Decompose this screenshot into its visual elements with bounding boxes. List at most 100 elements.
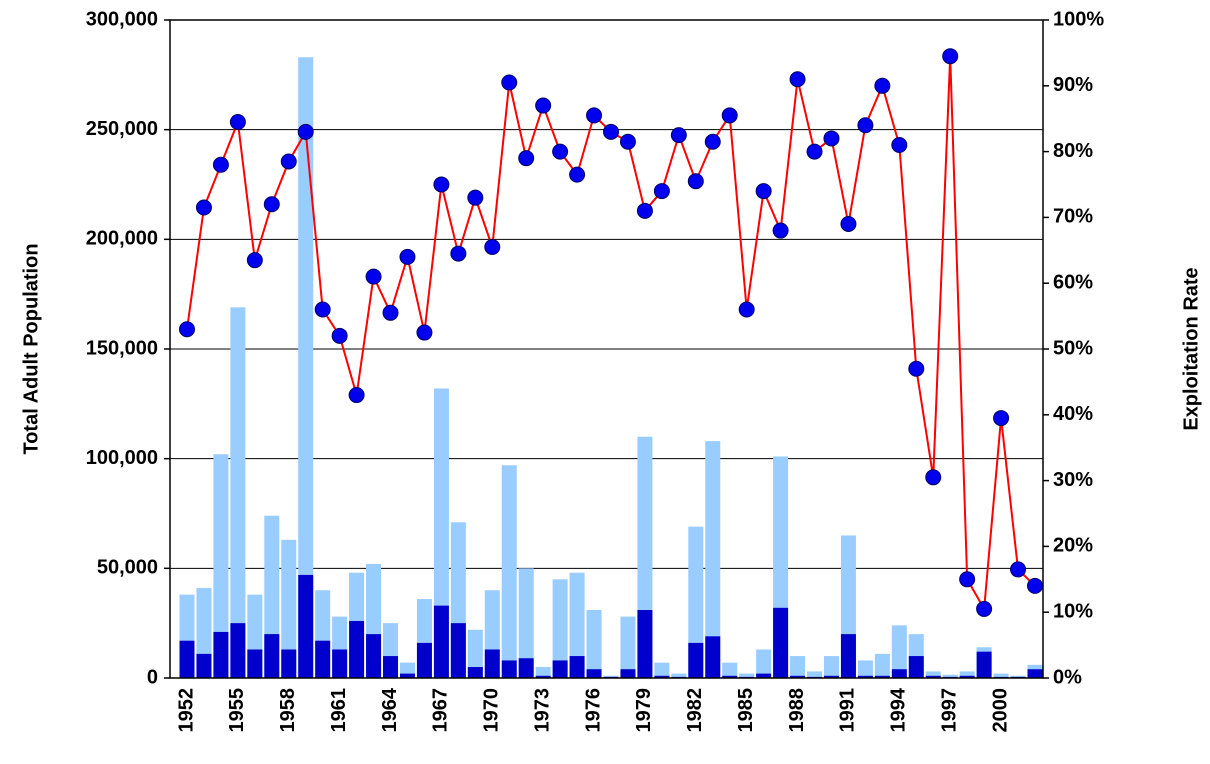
marker — [976, 600, 993, 617]
marker — [314, 301, 331, 318]
marker — [416, 324, 433, 341]
bar — [942, 674, 958, 678]
bar — [569, 572, 585, 678]
bar — [976, 651, 992, 678]
bar — [179, 640, 195, 678]
x-tick-label: 1991 — [837, 688, 859, 733]
bar — [552, 660, 568, 678]
bar — [349, 620, 365, 678]
bar — [315, 640, 331, 678]
marker — [653, 183, 670, 200]
bar — [756, 649, 772, 678]
bar — [773, 607, 789, 678]
marker — [365, 268, 382, 285]
y2-tick-label: 50% — [1053, 337, 1093, 359]
bar — [654, 675, 670, 678]
marker — [518, 150, 535, 167]
x-tick-label: 1976 — [582, 688, 604, 733]
bar — [467, 629, 483, 678]
marker — [857, 117, 874, 134]
marker — [246, 252, 263, 269]
bar — [264, 634, 280, 678]
bar — [688, 526, 704, 678]
y-tick-label: 200,000 — [86, 228, 158, 250]
bar — [230, 623, 246, 678]
bar — [688, 642, 704, 678]
bar — [332, 649, 348, 678]
bar — [790, 656, 806, 678]
y2-tick-label: 90% — [1053, 74, 1093, 96]
marker — [687, 173, 704, 190]
marker — [179, 321, 195, 338]
bar — [840, 634, 856, 678]
bar — [654, 662, 670, 678]
bar — [1027, 669, 1043, 678]
marker — [569, 166, 586, 183]
marker — [195, 199, 212, 216]
bar — [569, 656, 585, 678]
bar — [230, 307, 246, 678]
y2-tick-label: 60% — [1053, 271, 1093, 293]
x-tick-label: 1994 — [888, 687, 910, 732]
marker — [840, 215, 857, 232]
marker — [331, 327, 348, 344]
y2-axis-title: Exploitation Rate — [1180, 267, 1202, 430]
x-tick-label: 1955 — [226, 688, 248, 733]
y-tick-label: 100,000 — [86, 447, 158, 469]
marker — [501, 74, 518, 91]
bar — [620, 616, 636, 678]
y2-tick-label: 0% — [1053, 666, 1082, 688]
marker — [263, 196, 280, 213]
bar — [247, 649, 263, 678]
bar — [705, 441, 721, 678]
bar — [383, 656, 399, 678]
bar — [484, 649, 500, 678]
x-tick-label: 1970 — [481, 688, 503, 733]
marker — [1010, 561, 1027, 578]
marker — [552, 143, 569, 160]
bar — [196, 653, 212, 678]
marker — [823, 130, 840, 147]
marker — [738, 301, 755, 318]
bar — [959, 671, 975, 678]
marker — [433, 176, 450, 193]
x-tick-label: 1997 — [938, 688, 960, 733]
bar — [467, 667, 483, 678]
bar — [705, 636, 721, 678]
bar — [535, 667, 551, 678]
marker — [603, 123, 619, 140]
x-tick-label: 1973 — [531, 688, 553, 733]
bar — [620, 669, 636, 678]
bar — [807, 671, 823, 678]
bar — [823, 675, 839, 678]
bar — [959, 675, 975, 678]
marker — [789, 71, 806, 88]
marker — [450, 245, 467, 262]
y-tick-label: 250,000 — [86, 118, 158, 140]
x-tick-label: 2000 — [989, 688, 1011, 733]
bar — [756, 673, 772, 678]
y2-tick-label: 80% — [1053, 140, 1093, 162]
x-tick-label: 1985 — [735, 688, 757, 733]
bar — [722, 675, 738, 678]
marker — [586, 107, 603, 124]
bar — [433, 605, 449, 678]
marker — [942, 48, 959, 65]
bar — [891, 669, 907, 678]
x-tick-label: 1964 — [379, 687, 401, 732]
bar — [790, 675, 806, 678]
bar — [213, 631, 229, 678]
bar — [366, 634, 382, 678]
bar — [823, 656, 839, 678]
bar — [874, 675, 890, 678]
marker — [874, 77, 891, 94]
bar — [993, 673, 1009, 678]
marker — [891, 137, 908, 154]
y2-tick-label: 30% — [1053, 469, 1093, 491]
bar — [925, 675, 941, 678]
bar — [281, 649, 297, 678]
bar — [857, 660, 873, 678]
x-tick-label: 1961 — [328, 688, 350, 733]
marker — [993, 410, 1010, 427]
